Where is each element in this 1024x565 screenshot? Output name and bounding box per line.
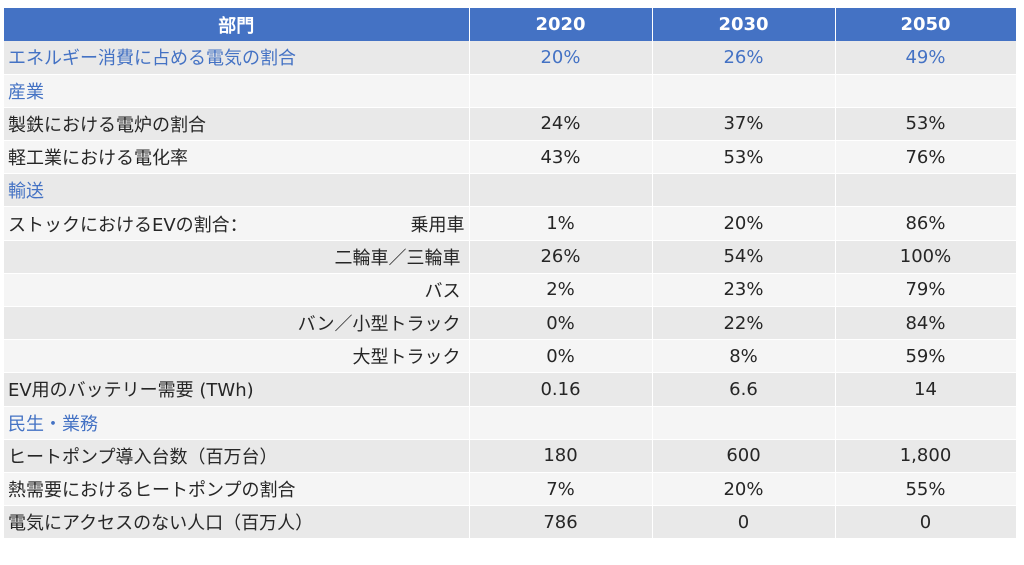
table-row: 電気にアクセスのない人口（百万人） 786 0 0: [4, 505, 1017, 540]
value-2030: 37%: [652, 107, 836, 142]
row-label: 大型トラック: [4, 339, 470, 374]
value-2030: 22%: [652, 306, 836, 341]
table-row: エネルギー消費に占める電気の割合 20% 26% 49%: [4, 41, 1017, 75]
value-2050: 49%: [835, 41, 1017, 75]
value-2050: 84%: [835, 306, 1017, 341]
value-2030: 8%: [652, 339, 836, 374]
value-2030: 53%: [652, 140, 836, 175]
value-2030: 54%: [652, 240, 836, 274]
empty-cell: [469, 405, 653, 440]
value-2030: 23%: [652, 273, 836, 308]
row-label: ストックにおけるEVの割合：: [8, 214, 248, 236]
row-label: エネルギー消費に占める電気の割合: [4, 41, 470, 75]
table-row: ストックにおけるEVの割合： 乗用車 1% 20% 86%: [4, 206, 1017, 241]
table-row: EV用のバッテリー需要 (TWh) 0.16 6.6 14: [4, 372, 1017, 407]
value-2050: 79%: [835, 273, 1017, 308]
value-2030: 600: [652, 439, 836, 473]
value-2020: 7%: [469, 472, 653, 507]
empty-cell: [652, 73, 836, 108]
value-2050: 86%: [835, 206, 1017, 241]
empty-cell: [469, 173, 653, 208]
value-2050: 14: [835, 372, 1017, 407]
value-2020: 1%: [469, 206, 653, 241]
row-label: バス: [4, 273, 470, 308]
table-row: 二輪車／三輪車 26% 54% 100%: [4, 240, 1017, 274]
value-2020: 180: [469, 439, 653, 473]
section-row: 輸送: [4, 173, 1017, 208]
value-2050: 53%: [835, 107, 1017, 142]
value-2020: 0.16: [469, 372, 653, 407]
value-2030: 0: [652, 505, 836, 540]
table-row: 大型トラック 0% 8% 59%: [4, 339, 1017, 374]
value-2050: 55%: [835, 472, 1017, 507]
header-2020: 2020: [469, 8, 653, 41]
empty-cell: [652, 173, 836, 208]
empty-cell: [469, 73, 653, 108]
value-2050: 76%: [835, 140, 1017, 175]
row-label: 電気にアクセスのない人口（百万人）: [4, 505, 470, 540]
electrification-table: 部門 2020 2030 2050 エネルギー消費に占める電気の割合 20% 2…: [4, 8, 1017, 540]
value-2020: 43%: [469, 140, 653, 175]
electrification-table-container: 部門 2020 2030 2050 エネルギー消費に占める電気の割合 20% 2…: [4, 8, 1017, 540]
empty-cell: [835, 73, 1017, 108]
row-label: 軽工業における電化率: [4, 140, 470, 175]
value-2030: 20%: [652, 472, 836, 507]
value-2030: 26%: [652, 41, 836, 75]
value-2020: 24%: [469, 107, 653, 142]
row-label: 熱需要におけるヒートポンプの割合: [4, 472, 470, 507]
header-row: 部門 2020 2030 2050: [4, 8, 1017, 41]
empty-cell: [835, 173, 1017, 208]
empty-cell: [652, 405, 836, 440]
value-2050: 1,800: [835, 439, 1017, 473]
value-2020: 2%: [469, 273, 653, 308]
value-2020: 0%: [469, 339, 653, 374]
value-2030: 20%: [652, 206, 836, 241]
table-row: 製鉄における電炉の割合 24% 37% 53%: [4, 107, 1017, 142]
value-2030: 6.6: [652, 372, 836, 407]
table-row: バン／小型トラック 0% 22% 84%: [4, 306, 1017, 341]
value-2020: 786: [469, 505, 653, 540]
table-row: ヒートポンプ導入台数（百万台） 180 600 1,800: [4, 439, 1017, 473]
table-row: バス 2% 23% 79%: [4, 273, 1017, 308]
section-label: 民生・業務: [4, 405, 470, 440]
value-2050: 0: [835, 505, 1017, 540]
header-sector: 部門: [4, 8, 470, 41]
row-label: ヒートポンプ導入台数（百万台）: [4, 439, 470, 473]
value-2050: 100%: [835, 240, 1017, 274]
table-row: 熱需要におけるヒートポンプの割合 7% 20% 55%: [4, 472, 1017, 507]
row-label: 二輪車／三輪車: [4, 240, 470, 274]
section-row: 民生・業務: [4, 405, 1017, 440]
row-label: EV用のバッテリー需要 (TWh): [4, 372, 470, 407]
value-2020: 20%: [469, 41, 653, 75]
row-label-split: ストックにおけるEVの割合： 乗用車: [4, 206, 470, 241]
section-label: 産業: [4, 73, 470, 108]
row-sublabel: 乗用車: [410, 214, 465, 236]
header-2050: 2050: [835, 8, 1017, 41]
header-2030: 2030: [652, 8, 836, 41]
row-label: バン／小型トラック: [4, 306, 470, 341]
value-2020: 26%: [469, 240, 653, 274]
value-2050: 59%: [835, 339, 1017, 374]
row-label: 製鉄における電炉の割合: [4, 107, 470, 142]
table-row: 軽工業における電化率 43% 53% 76%: [4, 140, 1017, 175]
value-2020: 0%: [469, 306, 653, 341]
empty-cell: [835, 405, 1017, 440]
section-row: 産業: [4, 73, 1017, 108]
section-label: 輸送: [4, 173, 470, 208]
